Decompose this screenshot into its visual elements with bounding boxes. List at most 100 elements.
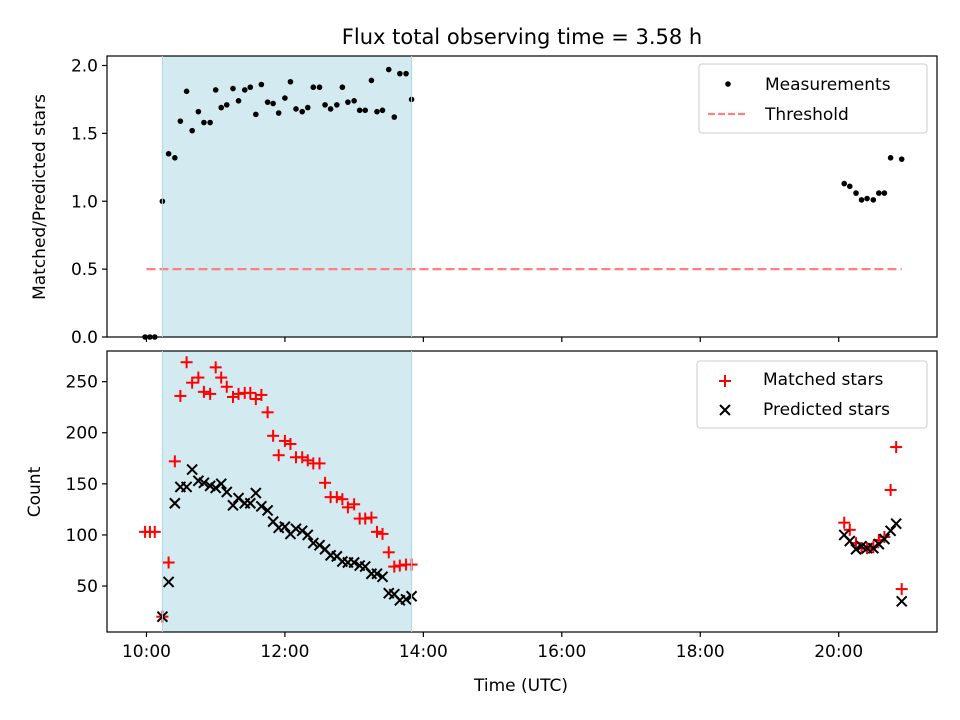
measurements-point <box>264 99 271 105</box>
predicted-stars-point <box>261 504 274 517</box>
measurements-point <box>374 108 380 115</box>
measurements-point <box>165 150 172 157</box>
top-highlight-span <box>162 56 412 337</box>
measurements-point <box>253 111 259 118</box>
legend-predicted-marker <box>719 404 731 416</box>
matched-stars-point <box>895 583 908 596</box>
bottom-y-axis: 50 100 150 200 250 <box>66 373 107 597</box>
bot-y-tick-label: 150 <box>66 475 98 495</box>
matched-stars-point <box>370 525 383 538</box>
predicted-stars-point <box>198 477 210 489</box>
measurements-point <box>356 107 363 114</box>
matched-stars-point <box>313 457 326 470</box>
bottom-y-axis-label: Count <box>25 466 45 517</box>
measurements-point <box>287 78 294 85</box>
matched-stars-point <box>843 523 856 536</box>
x-tick-label: 10:00 <box>122 642 171 662</box>
matched-stars-point <box>267 429 280 442</box>
predicted-stars-point <box>244 497 257 509</box>
predicted-stars-point <box>169 497 181 509</box>
predicted-stars-point <box>227 499 239 512</box>
matched-stars-point <box>215 371 228 384</box>
measurements-point <box>870 197 877 203</box>
measurements-point <box>183 88 190 95</box>
legend-matched-marker <box>719 375 731 387</box>
measurements-point <box>864 195 870 202</box>
top-legend-box <box>698 63 928 134</box>
predicted-stars-point <box>878 533 891 545</box>
measurements-point <box>397 70 403 77</box>
bottom-highlight-span <box>162 351 412 632</box>
measurements-point <box>218 104 225 111</box>
predicted-stars-point <box>215 478 227 490</box>
matched-stars-point <box>204 387 217 400</box>
x-tick-label: 20:00 <box>814 642 863 662</box>
top-y-axis: 0.0 0.5 1.0 1.5 2.0 <box>71 57 107 348</box>
measurements-point <box>881 190 888 196</box>
measurements-point <box>207 119 213 126</box>
measurements-point <box>887 155 894 161</box>
predicted-stars-point <box>867 542 880 554</box>
measurements-point <box>362 107 369 114</box>
predicted-stars-point <box>180 481 193 493</box>
measurements-point <box>275 110 282 116</box>
matched-stars-point <box>319 476 332 489</box>
measurements-point <box>282 95 288 101</box>
matched-stars-point <box>168 455 181 468</box>
matched-stars-point <box>382 546 395 559</box>
matched-stars-point <box>261 406 274 419</box>
matched-stars-point <box>232 387 245 400</box>
top-legend: Measurements Threshold <box>698 63 928 134</box>
measurements-point <box>195 108 202 115</box>
top-y-tick-label: 0.5 <box>71 260 98 280</box>
measurements-point <box>235 97 242 104</box>
predicted-stars-point <box>296 525 308 537</box>
measurements-point <box>385 66 392 73</box>
measurements-point <box>858 197 865 203</box>
top-plot-frame <box>106 55 938 338</box>
matched-stars-point <box>255 388 268 401</box>
matched-stars-point <box>348 498 361 511</box>
measurements-point <box>201 119 207 126</box>
matched-stars-point <box>272 449 285 462</box>
measurements-point <box>853 190 859 196</box>
matched-stars-point <box>330 491 343 504</box>
matched-stars-point <box>244 386 257 399</box>
predicted-stars-point <box>376 571 389 583</box>
x-tick-label: 16:00 <box>537 642 586 662</box>
predicted-stars-point <box>302 529 314 541</box>
measurements-point <box>223 102 230 108</box>
measurements-point <box>212 87 219 93</box>
predicted-stars-point <box>255 500 268 513</box>
measurements-point <box>368 77 375 84</box>
measurements-point <box>258 81 265 88</box>
predicted-stars-point <box>209 482 222 494</box>
top-y-tick-label: 2.0 <box>71 57 98 77</box>
bottom-legend: Matched stars Predicted stars <box>696 360 928 429</box>
predicted-stars-point <box>279 521 291 533</box>
legend-predicted-label: Predicted stars <box>763 400 890 420</box>
measurements-point <box>241 87 248 93</box>
matched-stars-point <box>359 512 372 525</box>
predicted-stars-point <box>348 556 360 569</box>
matched-stars-point <box>838 516 851 529</box>
matched-stars-point <box>209 361 222 374</box>
measurements-point <box>846 183 853 190</box>
predicted-stars-point <box>400 593 412 606</box>
measurements-point <box>327 106 334 112</box>
measurements-point <box>304 104 311 111</box>
measurements-point <box>841 180 848 187</box>
top-series-layer <box>142 66 905 340</box>
predicted-stars-point <box>884 525 897 537</box>
matched-stars-point <box>174 389 187 402</box>
predicted-stars-point <box>307 537 319 549</box>
predicted-stars-point <box>850 543 862 555</box>
measurements-point <box>876 190 882 196</box>
measurements-point <box>322 102 328 108</box>
matched-stars-point <box>197 385 210 398</box>
measurements-point <box>334 102 340 108</box>
bot-y-tick-label: 100 <box>66 526 98 546</box>
predicted-stars-point <box>844 535 856 547</box>
bottom-x-axis: 10:00 12:00 14:00 16:00 18:00 20:00 <box>122 632 863 662</box>
predicted-stars-point <box>895 595 908 608</box>
